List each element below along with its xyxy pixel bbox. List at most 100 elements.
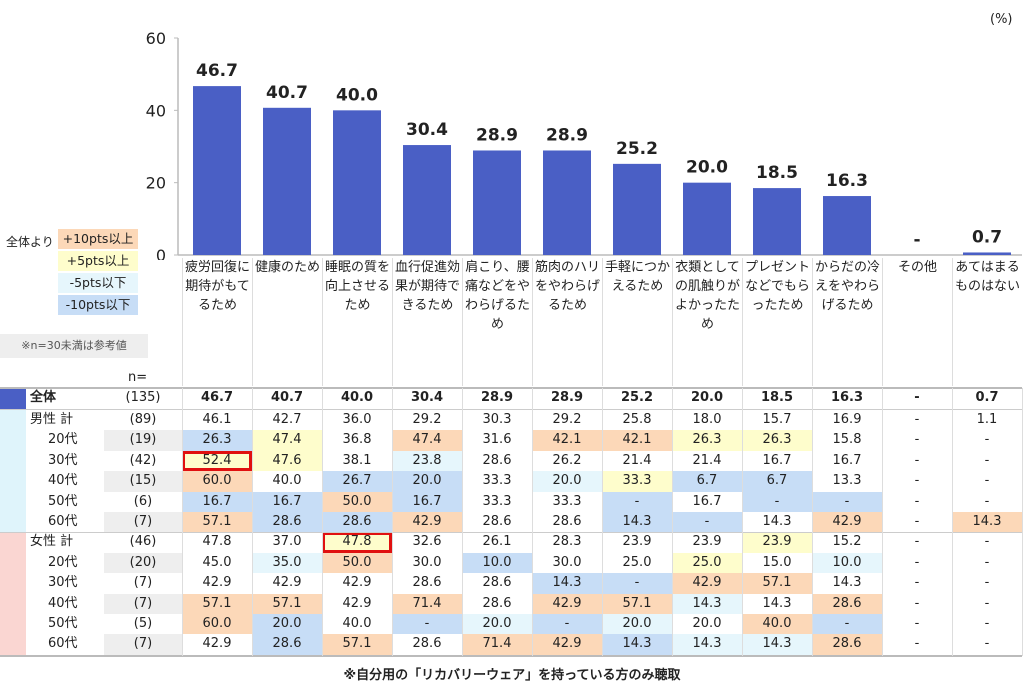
table-cell: 20.0: [532, 471, 602, 492]
group-strip: [0, 532, 26, 553]
table-cell: 25.8: [622, 412, 652, 427]
table-cell: 25.0: [622, 554, 652, 570]
table-cell: 28.6: [812, 634, 882, 655]
table-cell: 16.7: [692, 493, 722, 509]
table-cell: 42.9: [202, 575, 232, 591]
table-cell: 18.0: [692, 412, 722, 427]
table-cell: -: [984, 452, 990, 468]
table-cell: 15.8: [832, 432, 862, 448]
table-cell: 20.0: [692, 616, 722, 631]
table-cell: 28.3: [552, 534, 582, 550]
bar-value-label: -: [913, 230, 920, 250]
table-cell: -: [984, 432, 990, 448]
category-label: あてはまるものはない: [952, 258, 1022, 386]
table-cell: -: [914, 473, 920, 489]
group-strip: [0, 410, 26, 431]
table-cell: 20.0: [602, 614, 672, 635]
reference-note: ※n=30未満は参考値: [0, 334, 148, 358]
table-cell: 14.3: [672, 593, 742, 614]
bar: [473, 150, 521, 255]
row-label: 20代: [48, 432, 78, 448]
table-cell: 16.7: [832, 452, 862, 468]
table-cell: -: [914, 390, 920, 405]
row-n: (19): [104, 430, 182, 451]
table-cell: 60.0: [182, 614, 252, 635]
bar: [543, 150, 591, 255]
table-cell: 28.6: [812, 593, 882, 614]
unit-label: (%): [990, 12, 1013, 27]
table-cell: 42.9: [392, 512, 462, 533]
table-cell: 16.7: [392, 491, 462, 512]
table-cell: 23.9: [622, 534, 652, 550]
bar-value-label: 0.7: [972, 227, 1002, 247]
row-n: (42): [129, 452, 157, 468]
table-cell: 47.8: [202, 534, 232, 550]
bar: [613, 163, 661, 255]
table-cell: 26.7: [322, 471, 392, 492]
row-n: (46): [129, 534, 157, 550]
table-row: 全体 (135) 46.7 40.7 40.0 30.4 28.9 28.9 25.2 20.0 1…: [0, 388, 1022, 409]
table-cell: 47.6: [252, 450, 322, 472]
table-cell: 30.0: [552, 554, 582, 570]
table-cell: 16.7: [762, 452, 792, 468]
table-cell: 14.3: [832, 575, 862, 591]
table-cell: 30.4: [410, 390, 444, 405]
table-cell: 42.9: [272, 575, 302, 591]
table-cell: 28.6: [322, 512, 392, 533]
table-cell: 42.9: [342, 575, 372, 591]
table-cell: 14.3: [602, 634, 672, 655]
table-cell: -: [914, 636, 920, 652]
row-label: 60代: [48, 636, 78, 652]
column-divider: [952, 388, 953, 656]
table-cell: 46.7: [200, 390, 234, 405]
table-cell: -: [914, 616, 920, 631]
row-n: (135): [125, 390, 161, 405]
table-cell: -: [914, 595, 920, 611]
table-cell: 60.0: [182, 471, 252, 492]
n-header: n=: [128, 370, 148, 385]
bar-value-label: 40.0: [336, 85, 378, 105]
table-cell: 25.2: [620, 390, 654, 405]
table-cell: 42.9: [532, 593, 602, 614]
table-cell: 28.6: [412, 636, 442, 652]
category-label: 睡眠の質を向上させるため: [322, 258, 392, 386]
table-cell: 30.0: [412, 554, 442, 570]
row-label: 60代: [48, 514, 78, 529]
column-divider: [1022, 388, 1023, 656]
table-cell: 45.0: [202, 554, 232, 570]
row-n: (7): [133, 575, 153, 591]
category-label: 肩こり、腰痛などをやわらげるため: [462, 258, 532, 386]
bar-value-label: 25.2: [616, 139, 658, 159]
table-cell: 14.3: [602, 512, 672, 533]
column-divider: [602, 388, 603, 656]
table-cell: 16.7: [252, 491, 322, 512]
table-cell: 20.0: [462, 614, 532, 635]
category-label: 筋肉のハリをやわらげるため: [532, 258, 602, 386]
category-label: 手軽につかえるため: [602, 258, 672, 386]
table-cell: 16.7: [182, 491, 252, 512]
legend-item: +10pts以上: [58, 229, 138, 249]
column-divider: [322, 388, 323, 656]
table-cell: 33.3: [602, 471, 672, 492]
table-cell: 20.0: [252, 614, 322, 635]
table-cell: 14.3: [672, 634, 742, 655]
table-cell: 33.3: [482, 473, 512, 489]
column-divider: [392, 388, 393, 656]
table-cell: 15.7: [762, 412, 792, 427]
table-cell: 23.9: [692, 534, 722, 550]
table-cell: 15.0: [762, 554, 792, 570]
column-divider: [532, 388, 533, 656]
row-label: 20代: [48, 554, 78, 570]
table-cell: 42.9: [672, 573, 742, 594]
bar: [403, 145, 451, 255]
table-cell: -: [984, 575, 990, 591]
column-divider: [882, 388, 883, 656]
table-cell: -: [914, 514, 920, 529]
row-label: 40代: [48, 473, 78, 489]
row-label: 30代: [48, 575, 78, 591]
table-cell: 52.4: [182, 450, 252, 472]
category-label: 血行促進効果が期待できるため: [392, 258, 462, 386]
table-cell: -: [984, 493, 990, 509]
table-row: 60代 (7) 42.9 28.6 57.1 28.6 71.4 42.9 14.3 14.3 14…: [0, 634, 1022, 655]
column-divider: [182, 388, 183, 656]
